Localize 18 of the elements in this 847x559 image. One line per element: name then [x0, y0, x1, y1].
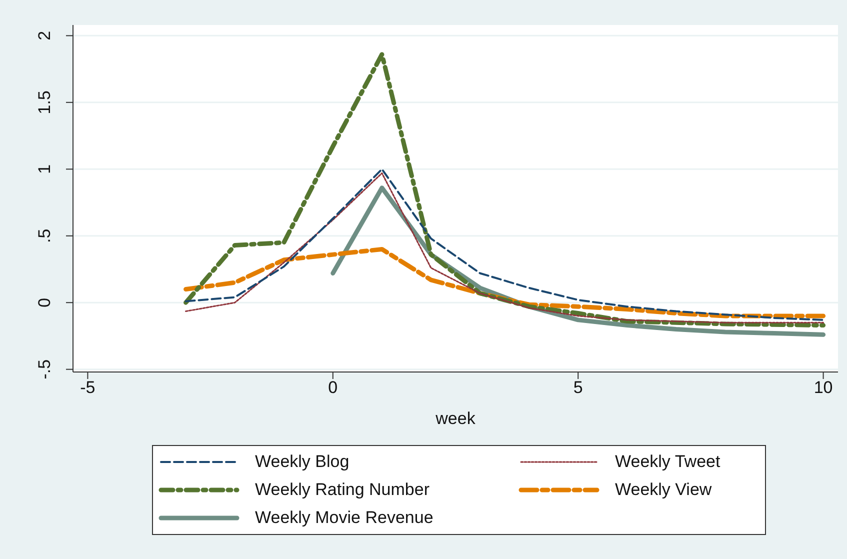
x-tick-label: -5 — [80, 378, 96, 398]
line-series — [184, 246, 826, 318]
x-axis-title: week — [434, 409, 476, 428]
y-tick-label: 1 — [35, 164, 54, 174]
y-tick-label: 1.5 — [35, 90, 54, 114]
y-tick-label: 2 — [35, 30, 54, 40]
legend-label: Weekly Blog — [255, 452, 350, 472]
y-tick-label: -.5 — [35, 359, 54, 380]
x-tick-label: 0 — [328, 378, 338, 398]
legend-label: Weekly Tweet — [615, 452, 720, 472]
x-tick-label: 10 — [814, 378, 833, 398]
legend-label: Weekly View — [615, 480, 712, 500]
legend-label: Weekly Movie Revenue — [255, 508, 434, 528]
x-tick-label: 5 — [573, 378, 583, 398]
legend-label: Weekly Rating Number — [255, 480, 430, 500]
line-series — [184, 52, 826, 328]
y-tick-label: .5 — [35, 228, 54, 243]
y-tick-label: 0 — [35, 298, 54, 308]
